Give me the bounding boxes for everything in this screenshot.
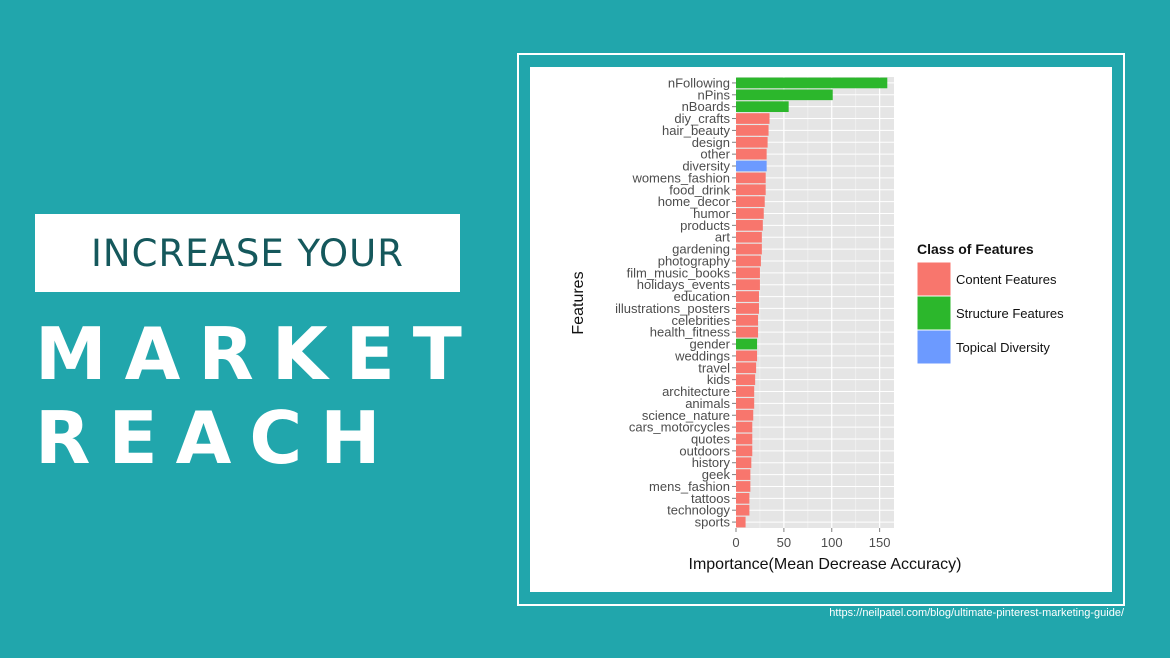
bar-other [736,148,767,160]
y-tick-label: celebrities [671,313,730,328]
y-tick-label: diy_crafts [674,111,730,126]
y-tick-label: film_music_books [627,265,731,280]
legend-swatch-structure [916,295,952,331]
y-tick-label: food_drink [669,182,730,197]
bar-science_nature [736,409,754,421]
y-tick-label: education [674,289,730,304]
y-tick-label: womens_fashion [631,170,730,185]
bar-technology [736,504,750,516]
chart-card: nFollowing nPins nBoards diy_crafts hair_bea… [530,67,1112,592]
y-tick-label: tattoos [691,491,731,506]
y-tick-label: architecture [662,384,730,399]
y-tick-label: hair_beauty [662,123,730,138]
y-tick-label: kids [707,372,731,387]
bar-art [736,231,762,243]
bar-mens_fashion [736,481,751,492]
headline-box: INCREASE YOUR [35,214,460,292]
legend-title: Class of Features [917,241,1034,257]
headline-line-1: INCREASE YOUR [91,231,404,275]
bar-hair_beauty [736,125,769,136]
bar-humor [736,208,764,219]
y-tick-label: nBoards [682,99,731,114]
bar-nBoards [736,101,789,113]
y-tick-label: animals [685,396,730,411]
bar-womens_fashion [736,172,766,184]
legend-swatch-content [916,261,952,297]
bar-celebrities [736,314,759,326]
y-tick-label: other [700,147,730,162]
x-tick-label: 100 [821,535,843,550]
legend-label-structure: Structure Features [956,306,1064,321]
legend-label-topical: Topical Diversity [956,340,1050,355]
bar-photography [736,255,761,267]
y-tick-label: art [715,230,731,245]
bar-diy_crafts [736,113,770,124]
bar-nPins [736,89,833,101]
y-tick-label: illustrations_posters [615,301,730,316]
bar-architecture [736,386,755,397]
y-tick-label: home_decor [658,194,731,209]
y-tick-label: gender [690,337,731,352]
bar-gardening [736,243,762,255]
bar-gender [736,338,758,350]
x-tick-label: 50 [777,535,791,550]
y-tick-label: history [692,455,731,470]
headline-line-3: REACH [35,396,399,480]
bar-products [736,220,763,231]
y-tick-label: sports [695,515,731,530]
y-tick-label: geek [702,467,731,482]
y-tick-label: holidays_events [637,277,731,292]
y-tick-label: mens_fashion [649,479,730,494]
bar-tattoos [736,492,750,504]
x-tick-label: 0 [732,535,739,550]
y-tick-label: humor [693,206,731,221]
x-tick-label: 150 [869,535,891,550]
bar-quotes [736,433,753,445]
bar-geek [736,469,751,480]
bar-sports [736,516,746,528]
bar-home_decor [736,196,765,207]
bar-weddings [736,350,758,362]
bar-outdoors [736,445,753,457]
bar-education [736,291,759,302]
y-axis-title: Features [570,271,587,334]
bar-kids [736,374,756,385]
y-tick-label: products [680,218,730,233]
y-tick-label: health_fitness [650,325,731,340]
y-tick-label: photography [658,253,731,268]
legend-label-content: Content Features [956,272,1057,287]
y-tick-label: outdoors [679,443,730,458]
y-tick-label: quotes [691,431,731,446]
source-url[interactable]: https://neilpatel.com/blog/ultimate-pint… [829,607,1124,619]
y-tick-label: travel [698,360,730,375]
bar-history [736,457,752,469]
bar-illustrations_posters [736,303,759,314]
bar-holidays_events [736,279,760,291]
headline-line-2: MARKET [35,312,480,396]
x-axis-title: Importance(Mean Decrease Accuracy) [689,556,962,573]
bar-nFollowing [736,77,888,89]
bar-film_music_books [736,267,760,279]
feature-importance-chart: nFollowingnPinsnBoardsdiy_craftshair_bea… [570,75,1064,573]
y-tick-label: weddings [674,348,730,363]
bar-food_drink [736,184,766,196]
legend-swatch-topical [916,329,952,365]
y-tick-label: science_nature [642,408,730,423]
y-tick-label: nPins [697,87,730,102]
y-tick-label: cars_motorcycles [629,420,731,435]
bar-travel [736,362,757,374]
bar-animals [736,398,755,409]
bar-health_fitness [736,326,759,338]
y-tick-label: nFollowing [668,75,730,90]
chart-frame [517,53,1125,606]
y-tick-label: design [692,135,730,150]
y-tick-label: technology [667,503,730,518]
y-tick-label: gardening [672,242,730,257]
bar-design [736,136,768,148]
bar-diversity [736,160,767,172]
bar-cars_motorcycles [736,421,753,433]
y-tick-label: diversity [682,159,730,174]
